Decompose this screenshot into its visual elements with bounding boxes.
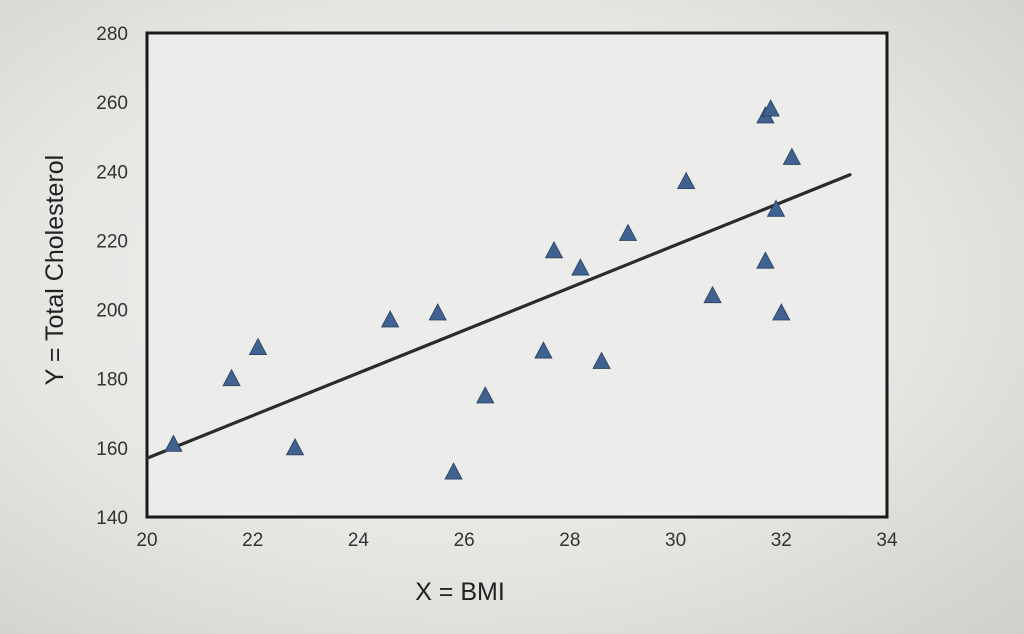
y-tick-labels: 140 160 180 200 220 240 260 280	[96, 24, 128, 529]
x-tick-label: 26	[454, 530, 475, 551]
x-tick-label: 28	[559, 530, 580, 551]
x-tick-label: 22	[242, 530, 263, 551]
data-point	[618, 223, 638, 241]
y-tick-label: 140	[96, 508, 128, 529]
data-point	[772, 303, 791, 321]
data-point	[380, 310, 400, 328]
regression-line-group	[145, 173, 852, 460]
data-point	[703, 285, 722, 304]
data-point	[766, 199, 786, 217]
data-point	[756, 251, 775, 269]
y-tick-label: 200	[96, 301, 128, 322]
data-point	[428, 303, 447, 321]
x-tick-labels: 20 22 24 26 28 30 32 34	[136, 530, 898, 551]
y-tick-label: 180	[96, 370, 128, 391]
data-point	[761, 99, 780, 117]
y-tick-label: 220	[96, 231, 128, 252]
y-tick-label: 240	[96, 162, 128, 183]
regression-line	[145, 173, 852, 460]
data-point	[571, 258, 590, 276]
data-point	[444, 462, 463, 480]
x-tick-label: 30	[665, 530, 686, 551]
data-point	[782, 147, 802, 165]
data-point	[592, 351, 611, 369]
x-axis-title: X = BMI	[415, 578, 505, 606]
data-point	[476, 386, 495, 404]
y-tick-label: 260	[96, 93, 128, 114]
data-point	[285, 438, 305, 456]
data-point	[676, 171, 696, 190]
data-point	[222, 368, 241, 387]
data-point	[544, 240, 564, 259]
x-tick-label: 32	[771, 530, 792, 551]
y-tick-label: 280	[96, 24, 128, 45]
x-tick-label: 24	[348, 530, 370, 551]
data-point	[164, 434, 183, 452]
y-tick-label: 160	[96, 439, 128, 460]
y-axis-title: Y = Total Cholesterol	[41, 155, 69, 385]
data-points	[164, 99, 802, 480]
data-point	[248, 337, 268, 356]
plot-frame	[145, 31, 889, 519]
x-tick-label: 20	[136, 530, 157, 551]
x-tick-label: 34	[876, 530, 898, 551]
data-point	[534, 341, 553, 359]
